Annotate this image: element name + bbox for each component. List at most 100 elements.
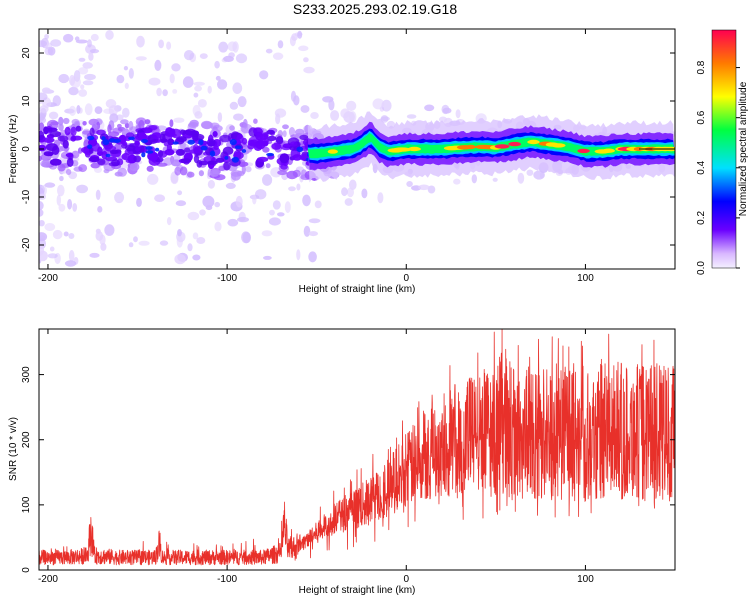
heatmap-noise-cell [47, 253, 58, 259]
heatmap-noise-cell [59, 175, 64, 182]
heatmap-noise-cell [80, 84, 85, 90]
heatmap-noise-cell [330, 110, 340, 121]
heatmap-blue-core [266, 152, 274, 157]
heatmap-noise-cell [194, 85, 203, 92]
heatmap-noise-cell [235, 53, 248, 64]
spectrogram-y-tick-label: 20 [21, 47, 32, 59]
heatmap-noise-cell [207, 179, 215, 189]
heatmap-noise-cell [95, 228, 101, 234]
heatmap-noise-cell [68, 250, 75, 262]
heatmap-band-cell [65, 153, 74, 158]
heatmap-band-cell [206, 138, 216, 147]
heatmap-noise-cell [78, 57, 86, 62]
heatmap-noise-cell [122, 107, 130, 118]
heatmap-noise-cell [100, 242, 107, 251]
spectrogram-y-tick-label: -20 [21, 237, 32, 252]
heatmap-band-cell [215, 157, 225, 163]
heatmap-noise-cell [265, 48, 273, 54]
heatmap-midpower-cell [138, 119, 145, 130]
heatmap-noise-cell [298, 45, 309, 52]
heatmap-noise-cell [39, 220, 45, 227]
heatmap-midpower-cell [238, 161, 249, 167]
colorbar-ticks: 0.0 0.2 0.4 0.6 0.8 [696, 60, 740, 275]
heatmap-midpower-cell [74, 120, 81, 127]
snr-y-tick-label: 200 [21, 431, 32, 448]
heatmap-noise-cell [263, 255, 272, 260]
heatmap-band-cell [147, 151, 159, 161]
spectrogram-y-tick-label: 0 [21, 146, 32, 152]
heatmap-noise-cell [296, 183, 301, 191]
heatmap-noise-cell [44, 223, 56, 231]
heatmap-blue-core [141, 152, 146, 158]
heatmap-band-cell [88, 156, 100, 163]
heatmap-noise-cell [215, 75, 221, 81]
heatmap-noise-cell [199, 53, 208, 59]
heatmap-noise-cell [262, 174, 273, 186]
heatmap-band-cell [111, 159, 120, 167]
snr-y-label: SNR (10 * v/v) [8, 417, 19, 481]
heatmap-noise-cell [310, 112, 319, 119]
heatmap-band-cell [49, 130, 62, 138]
heatmap-noise-cell [52, 95, 61, 107]
heatmap-noise-cell [229, 101, 239, 110]
heatmap-noise-cell [72, 203, 78, 212]
heatmap-blue-core [229, 139, 237, 146]
heatmap-noise-cell [159, 240, 169, 246]
heatmap-noise-cell [57, 184, 65, 197]
heatmap-hot-cell [327, 149, 338, 154]
heatmap-band-cell [134, 142, 141, 152]
heatmap-noise-cell [218, 41, 229, 53]
heatmap-band-cell [258, 139, 264, 147]
heatmap-noise-cell [39, 105, 49, 113]
heatmap-band-cell [166, 144, 172, 151]
snr-x-tick-label: -200 [38, 574, 58, 585]
heatmap-noise-cell [58, 73, 70, 84]
heatmap-midpower-cell [262, 146, 270, 153]
heatmap-hot-cell [508, 141, 521, 147]
heatmap-band-cell [167, 138, 175, 146]
heatmap-noise-cell [177, 229, 182, 237]
heatmap-noise-cell [322, 96, 334, 103]
heatmap-band-cell [133, 155, 142, 163]
heatmap-noise-cell [176, 235, 183, 248]
heatmap-noise-cell [268, 217, 281, 226]
heatmap-noise-cell [259, 70, 269, 80]
snr-y-tick-label: 100 [21, 496, 32, 513]
heatmap-noise-cell [39, 244, 45, 256]
heatmap-noise-cell [68, 233, 75, 239]
heatmap-band-cell [271, 142, 282, 150]
heatmap-midpower-cell [90, 162, 100, 169]
heatmap-noise-cell [361, 188, 368, 199]
heatmap-noise-cell [41, 87, 51, 94]
heatmap-noise-cell [214, 60, 220, 69]
heatmap-noise-cell [89, 49, 100, 54]
heatmap-midpower-cell [82, 121, 87, 126]
heatmap-noise-cell [62, 33, 74, 43]
spectrogram-y-tick-label: 10 [21, 95, 32, 107]
heatmap-noise-cell [162, 89, 168, 97]
heatmap-noise-cell [68, 105, 77, 116]
heatmap-noise-cell [303, 57, 309, 63]
heatmap-band-cell [280, 163, 288, 170]
heatmap-band-cell [207, 160, 218, 165]
heatmap-midpower-cell [211, 124, 223, 132]
heatmap-noise-cell [261, 230, 273, 237]
heatmap-midpower-cell [107, 124, 112, 134]
heatmap-noise-cell [148, 77, 161, 86]
heatmap-noise-cell [124, 82, 129, 89]
heatmap-noise-cell [453, 178, 461, 185]
heatmap-noise-cell [56, 194, 61, 206]
heatmap-blue-core [102, 139, 110, 146]
heatmap-noise-cell [277, 40, 284, 49]
heatmap-midpower-cell [282, 124, 289, 130]
heatmap-noise-cell [90, 33, 99, 42]
heatmap-noise-cell [82, 80, 94, 86]
heatmap-blue-core [145, 146, 153, 150]
snr-x-axis: -200 -100 0 100 [38, 329, 594, 585]
heatmap-midpower-cell [58, 123, 64, 131]
heatmap-midpower-cell [209, 169, 219, 177]
heatmap-noise-cell [272, 200, 281, 210]
spectrogram-heatmap [39, 30, 675, 267]
heatmap-band-cell [45, 127, 58, 132]
heatmap-noise-cell [288, 186, 296, 192]
